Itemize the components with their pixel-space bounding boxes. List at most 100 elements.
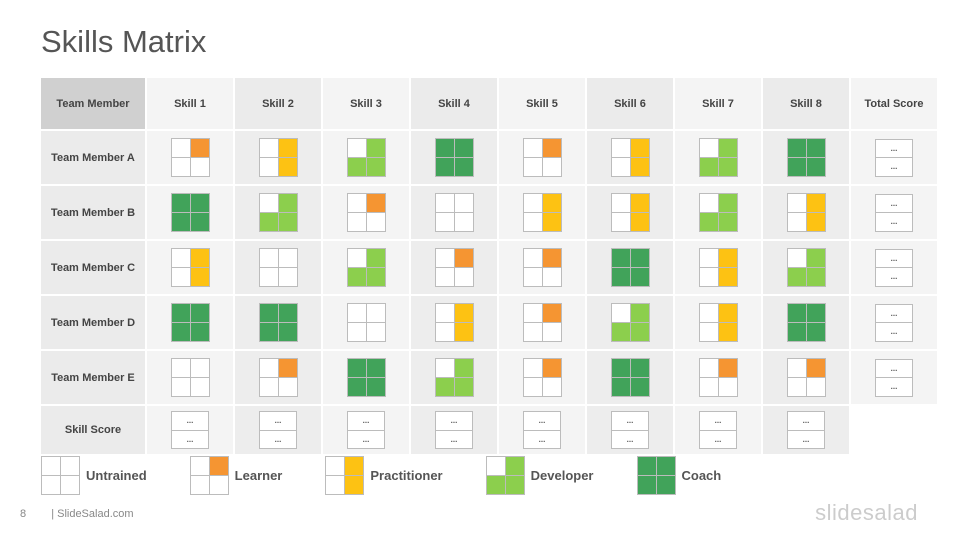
skill-cell bbox=[499, 296, 585, 349]
page-title: Skills Matrix bbox=[41, 24, 207, 59]
skill-level-developer-icon bbox=[786, 248, 826, 287]
skill-cell bbox=[587, 351, 673, 404]
total-score-box-value: ... bbox=[876, 305, 912, 323]
legend-item-practitioner: Practitioner bbox=[325, 456, 443, 495]
skill-cell bbox=[675, 241, 761, 294]
skill-cell bbox=[587, 186, 673, 239]
skill-score-box-value: ... bbox=[348, 412, 384, 431]
total-score-box-value: ... bbox=[890, 162, 898, 172]
skill-cell bbox=[411, 296, 497, 349]
legend-label: Practitioner bbox=[370, 468, 443, 483]
legend-label: Learner bbox=[234, 468, 283, 483]
row-label: Team Member B bbox=[41, 186, 145, 239]
skill-level-untrained-icon bbox=[258, 248, 298, 287]
skill-level-developer-icon bbox=[698, 138, 738, 177]
footer: 8 | SlideSalad.com bbox=[20, 508, 134, 520]
skill-cell bbox=[587, 241, 673, 294]
skill-level-learner-icon bbox=[522, 248, 562, 287]
skill-cell bbox=[499, 131, 585, 184]
skill-level-practitioner-icon bbox=[698, 303, 738, 342]
skill-score-cell: ...... bbox=[763, 406, 849, 454]
skill-score-box-value: ... bbox=[172, 412, 208, 431]
total-score-box-value: ... bbox=[890, 272, 898, 282]
skill-level-practitioner-icon bbox=[610, 193, 650, 232]
skill-cell bbox=[323, 351, 409, 404]
skill-level-coach-icon bbox=[786, 138, 826, 177]
skill-level-developer-icon bbox=[698, 193, 738, 232]
total-score-cell: ...... bbox=[851, 131, 937, 184]
skill-score-box[interactable]: ...... bbox=[347, 411, 385, 449]
header-team-member: Team Member bbox=[41, 78, 145, 129]
skill-score-cell: ...... bbox=[675, 406, 761, 454]
row-label: Team Member E bbox=[41, 351, 145, 404]
skill-level-learner-icon bbox=[346, 193, 386, 232]
skill-cell bbox=[323, 296, 409, 349]
skill-cell bbox=[323, 186, 409, 239]
skill-level-coach-icon bbox=[170, 193, 210, 232]
legend: Untrained Learner Practitioner Developer Coa… bbox=[41, 456, 764, 495]
skill-cell bbox=[499, 186, 585, 239]
skill-score-box[interactable]: ...... bbox=[787, 411, 825, 449]
skill-score-box[interactable]: ...... bbox=[171, 411, 209, 449]
total-score-box[interactable]: ...... bbox=[875, 248, 913, 287]
header-skill-1: Skill 1 bbox=[147, 78, 233, 129]
row-label: Team Member D bbox=[41, 296, 145, 349]
skill-level-learner-icon bbox=[786, 358, 826, 397]
legend-label: Coach bbox=[681, 468, 722, 483]
skill-level-learner-icon bbox=[698, 358, 738, 397]
header-skill-5: Skill 5 bbox=[499, 78, 585, 129]
skill-score-cell: ...... bbox=[323, 406, 409, 454]
skill-level-coach-icon bbox=[170, 303, 210, 342]
skill-cell bbox=[323, 131, 409, 184]
skill-level-practitioner-icon bbox=[522, 193, 562, 232]
skill-cell bbox=[675, 131, 761, 184]
skill-cell bbox=[763, 351, 849, 404]
total-score-box-value: ... bbox=[876, 250, 912, 268]
skill-level-developer-icon bbox=[610, 303, 650, 342]
skill-cell bbox=[763, 186, 849, 239]
skill-level-practitioner-icon bbox=[434, 303, 474, 342]
skill-level-learner-icon bbox=[522, 358, 562, 397]
skill-score-box-value: ... bbox=[802, 434, 810, 444]
skill-score-box[interactable]: ...... bbox=[611, 411, 649, 449]
skill-level-developer-icon bbox=[346, 138, 386, 177]
skill-score-cell: ...... bbox=[587, 406, 673, 454]
skill-cell bbox=[411, 241, 497, 294]
header-skill-4: Skill 4 bbox=[411, 78, 497, 129]
total-score-box[interactable]: ...... bbox=[875, 303, 913, 342]
total-score-box[interactable]: ...... bbox=[875, 193, 913, 232]
total-score-box-value: ... bbox=[890, 382, 898, 392]
skill-level-coach-icon bbox=[434, 138, 474, 177]
skill-cell bbox=[147, 241, 233, 294]
skill-cell bbox=[675, 296, 761, 349]
total-score-box[interactable]: ...... bbox=[875, 138, 913, 177]
brand-logo: slidesalad bbox=[815, 500, 918, 525]
skill-cell bbox=[675, 186, 761, 239]
skill-cell bbox=[763, 241, 849, 294]
skill-score-box[interactable]: ...... bbox=[699, 411, 737, 449]
skill-level-coach-icon bbox=[610, 358, 650, 397]
total-score-box[interactable]: ...... bbox=[875, 358, 913, 397]
total-score-box-value: ... bbox=[890, 217, 898, 227]
skill-cell bbox=[147, 131, 233, 184]
skill-score-box-value: ... bbox=[274, 434, 282, 444]
header-skill-6: Skill 6 bbox=[587, 78, 673, 129]
legend-item-coach: Coach bbox=[636, 456, 722, 495]
skill-score-box[interactable]: ...... bbox=[259, 411, 297, 449]
skill-level-untrained-icon bbox=[346, 303, 386, 342]
skill-cell bbox=[499, 351, 585, 404]
skill-level-learner-icon bbox=[522, 303, 562, 342]
skill-score-box-value: ... bbox=[524, 412, 560, 431]
skill-score-box[interactable]: ...... bbox=[523, 411, 561, 449]
header-total-score: Total Score bbox=[851, 78, 937, 129]
skill-cell bbox=[147, 186, 233, 239]
row-label: Team Member A bbox=[41, 131, 145, 184]
skill-level-coach-icon bbox=[636, 456, 676, 495]
skill-cell bbox=[147, 296, 233, 349]
skill-level-untrained-icon bbox=[170, 358, 210, 397]
skill-level-learner-icon bbox=[189, 456, 229, 495]
skill-score-cell: ...... bbox=[411, 406, 497, 454]
skill-level-untrained-icon bbox=[41, 456, 80, 495]
skill-score-box[interactable]: ...... bbox=[435, 411, 473, 449]
